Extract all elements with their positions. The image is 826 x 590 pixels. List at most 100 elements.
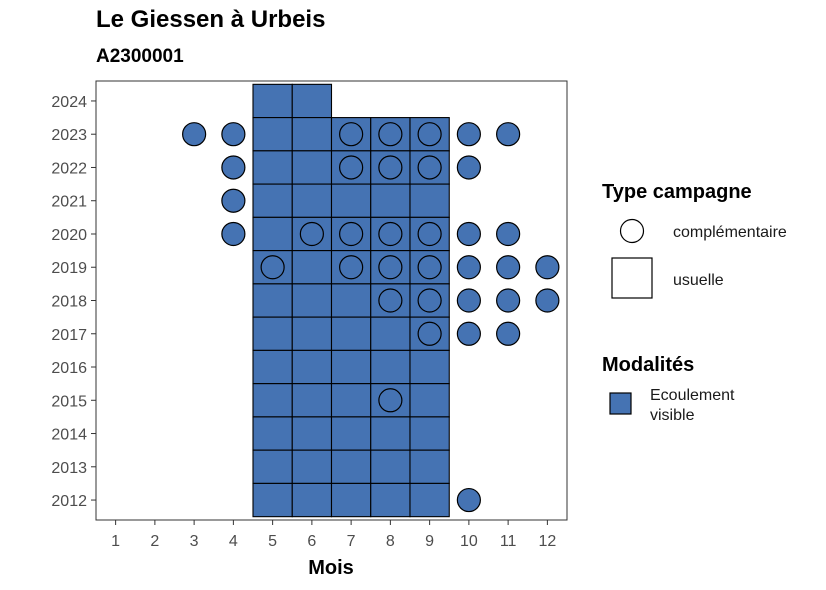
circle-mark-2020-7 <box>339 221 364 247</box>
square-mark-2023-6 <box>291 117 333 152</box>
circle-mark-2020-11 <box>496 221 521 247</box>
y-tick-label-2018: 2018 <box>51 294 87 311</box>
circle-mark-2019-11 <box>496 255 521 280</box>
square-mark-2015-7 <box>330 383 372 418</box>
square-mark-2021-6 <box>291 183 333 218</box>
legend-label-ecoulement-line2: visible <box>650 407 695 424</box>
square-mark-2013-6 <box>291 449 333 484</box>
square-mark-2014-5 <box>252 416 293 451</box>
square-mark-2014-9 <box>409 416 450 451</box>
square-mark-2014-8 <box>370 416 411 451</box>
x-tick-label-10: 10 <box>460 533 478 550</box>
square-mark-2013-9 <box>409 449 450 484</box>
square-mark-2014-7 <box>330 416 372 451</box>
circle-mark-2023-8 <box>378 122 403 147</box>
square-mark-2018-5 <box>252 283 293 318</box>
circle-mark-2019-9 <box>417 255 442 280</box>
y-tick-label-2020: 2020 <box>51 227 87 244</box>
y-tick-label-2013: 2013 <box>51 460 87 477</box>
square-mark-2022-6 <box>291 150 333 185</box>
legend-label-ecoulement-line1: Ecoulement <box>650 387 735 404</box>
square-mark-2017-8 <box>370 316 411 351</box>
square-mark-2012-7 <box>330 482 372 518</box>
square-mark-2015-9 <box>409 383 450 418</box>
x-tick-label-9: 9 <box>425 533 434 550</box>
square-mark-2012-5 <box>252 482 293 518</box>
y-tick-label-2014: 2014 <box>51 427 87 444</box>
circle-mark-2023-4 <box>221 122 246 147</box>
circle-mark-2018-12 <box>535 288 560 313</box>
circle-mark-2020-6 <box>299 221 324 247</box>
square-mark-2013-5 <box>252 449 293 484</box>
square-mark-2012-9 <box>409 482 450 518</box>
y-tick-label-2015: 2015 <box>51 393 87 410</box>
x-tick-label-6: 6 <box>307 533 316 550</box>
square-mark-2019-6 <box>291 250 333 285</box>
legend-type-title: Type campagne <box>602 181 752 203</box>
legend-square-key <box>611 257 653 299</box>
circle-mark-2022-8 <box>378 155 403 180</box>
square-mark-2021-9 <box>409 183 450 218</box>
circle-mark-2018-11 <box>496 288 521 313</box>
x-tick-label-1: 1 <box>111 533 120 550</box>
chart-subtitle: A2300001 <box>96 46 184 67</box>
x-tick-label-11: 11 <box>500 533 517 550</box>
y-tick-label-2022: 2022 <box>51 160 87 177</box>
y-tick-label-2023: 2023 <box>51 127 87 144</box>
y-tick-label-2019: 2019 <box>51 260 87 277</box>
x-tick-label-2: 2 <box>150 533 159 550</box>
x-tick-label-3: 3 <box>190 533 199 550</box>
circle-mark-2023-3 <box>182 122 207 147</box>
circle-mark-2023-7 <box>339 122 364 147</box>
marks-layer <box>182 83 560 518</box>
square-mark-2015-6 <box>291 383 333 418</box>
y-tick-label-2024: 2024 <box>51 94 87 111</box>
circle-mark-2018-10 <box>456 288 481 313</box>
legend-ecoulement-key <box>609 392 632 415</box>
circle-mark-2019-8 <box>378 255 403 280</box>
square-mark-2018-7 <box>330 283 372 318</box>
circle-mark-2018-8 <box>378 288 403 313</box>
circle-mark-2019-10 <box>456 255 481 280</box>
circle-mark-2023-9 <box>417 122 442 147</box>
legend-label-complementaire: complémentaire <box>673 224 787 241</box>
square-mark-2017-7 <box>330 316 372 351</box>
circle-mark-2022-10 <box>456 155 481 180</box>
chart-title: Le Giessen à Urbeis <box>96 6 326 33</box>
circle-mark-2012-10 <box>456 487 481 513</box>
square-mark-2024-6 <box>291 83 333 119</box>
square-mark-2016-9 <box>409 349 450 385</box>
square-mark-2012-6 <box>291 482 333 518</box>
square-mark-2012-8 <box>370 482 411 518</box>
x-tick-label-7: 7 <box>347 533 356 550</box>
circle-mark-2017-10 <box>456 321 481 346</box>
x-tick-label-5: 5 <box>268 533 277 550</box>
circle-mark-2018-9 <box>417 288 442 313</box>
square-mark-2015-5 <box>252 383 293 418</box>
square-mark-2021-5 <box>252 183 293 218</box>
square-mark-2014-6 <box>291 416 333 451</box>
square-mark-2020-5 <box>252 216 293 252</box>
circle-mark-2023-11 <box>496 122 521 147</box>
x-tick-label-8: 8 <box>386 533 395 550</box>
circle-mark-2022-4 <box>221 155 246 180</box>
axes-layer: 1 2 3 4 5 6 7 8 9 10 11 122012201320142015201620172… <box>51 94 556 550</box>
square-mark-2023-5 <box>252 117 293 152</box>
x-axis-label: Mois <box>308 557 354 579</box>
square-mark-2021-8 <box>370 183 411 218</box>
legend: Type campagne complémentaire usuelle Mod… <box>602 181 787 424</box>
square-mark-2016-5 <box>252 349 293 385</box>
circle-mark-2023-10 <box>456 122 481 147</box>
circle-mark-2017-11 <box>496 321 521 346</box>
x-tick-label-4: 4 <box>229 533 238 550</box>
square-mark-2022-5 <box>252 150 293 185</box>
circle-mark-2019-7 <box>339 255 364 280</box>
circle-mark-2020-10 <box>456 221 481 247</box>
circle-mark-2020-9 <box>417 221 442 247</box>
circle-mark-2019-5 <box>260 255 285 280</box>
legend-circle-key <box>619 218 645 244</box>
circle-mark-2019-12 <box>535 255 560 280</box>
square-mark-2013-7 <box>330 449 372 484</box>
circle-mark-2015-8 <box>378 388 403 413</box>
